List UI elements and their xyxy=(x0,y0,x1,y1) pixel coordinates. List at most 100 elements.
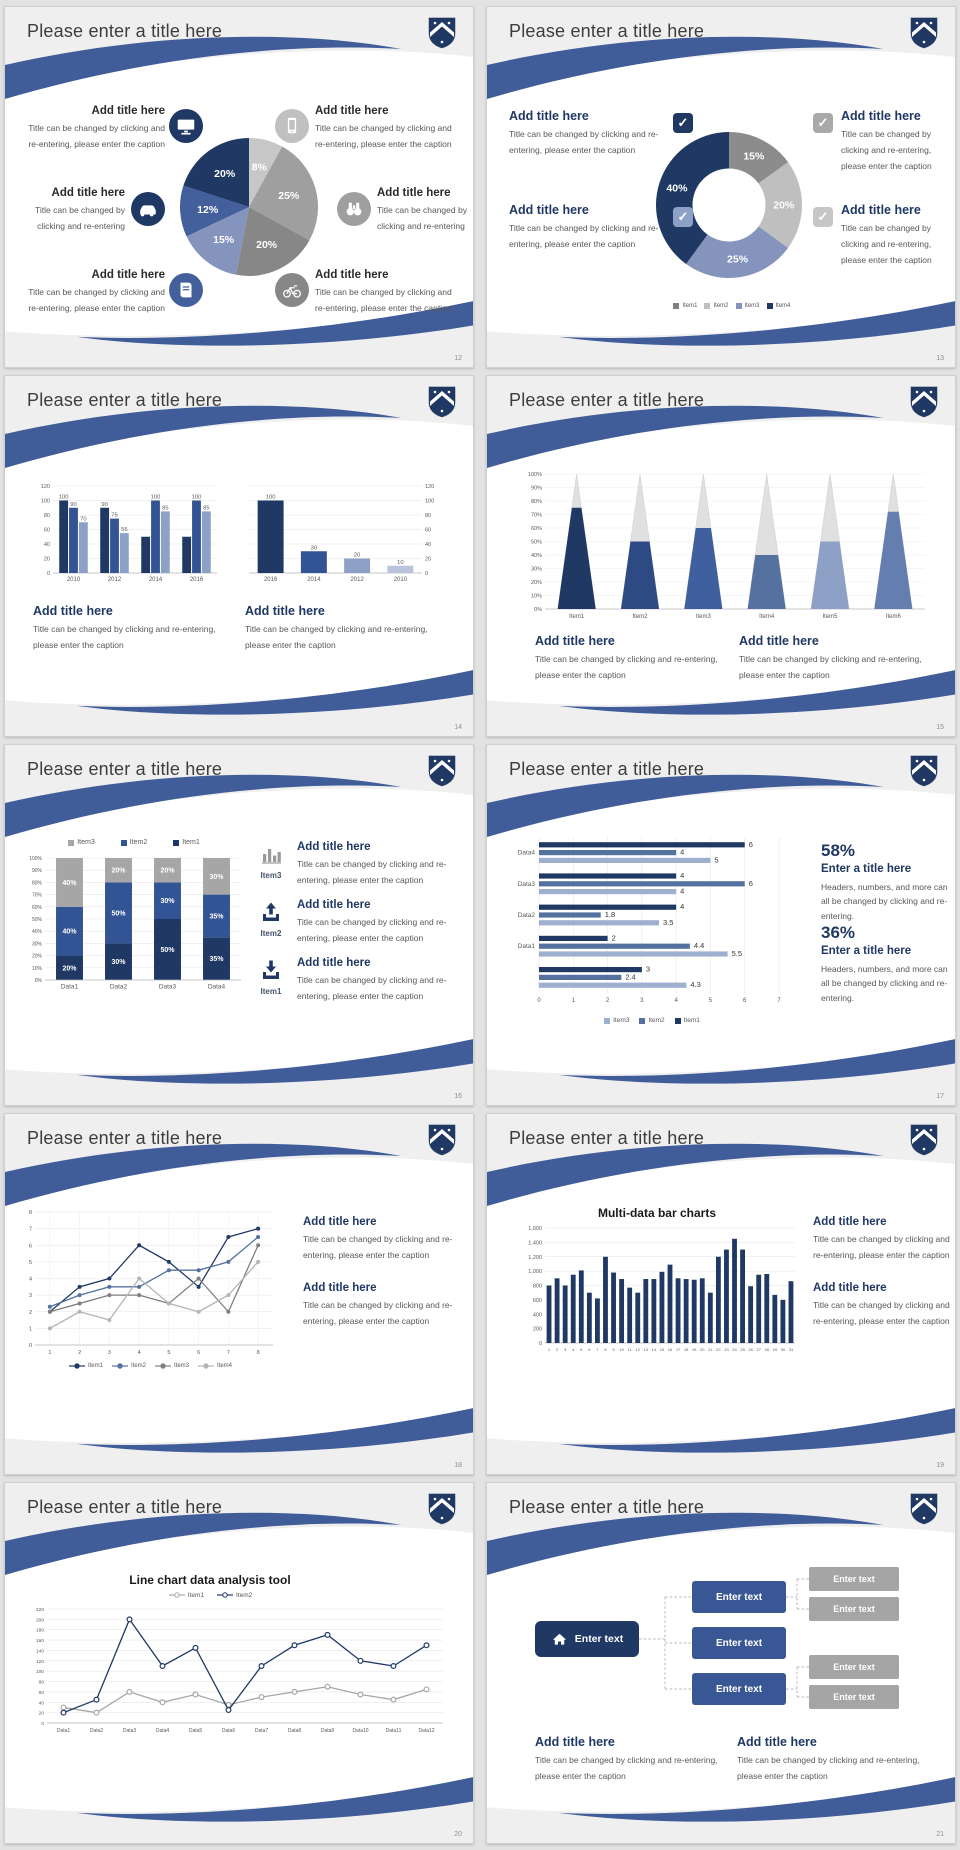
svg-text:20%: 20% xyxy=(531,580,542,586)
svg-text:50%: 50% xyxy=(32,917,43,923)
slide-19[interactable]: Please enter a title here Multi-data bar… xyxy=(486,1113,956,1475)
svg-text:50%: 50% xyxy=(160,947,175,954)
svg-text:5: 5 xyxy=(29,1260,32,1266)
slide-14[interactable]: Please enter a title here 0 20 40 60 80 100 12… xyxy=(4,375,474,737)
svg-text:1.8: 1.8 xyxy=(605,910,615,919)
diagram-box-label: Enter text xyxy=(715,1591,763,1603)
svg-text:Data8: Data8 xyxy=(288,1728,302,1734)
diagram-connectors xyxy=(639,1578,809,1698)
svg-text:13: 13 xyxy=(644,1347,649,1352)
university-crest-logo xyxy=(909,754,939,788)
diagram-leaf-box: Enter text xyxy=(809,1655,899,1679)
diagram-box-label: Enter text xyxy=(715,1637,763,1649)
bar-chart-icon: Item3 xyxy=(251,843,291,880)
svg-text:200: 200 xyxy=(36,1617,44,1623)
svg-text:1: 1 xyxy=(29,1326,32,1332)
svg-text:7: 7 xyxy=(227,1350,230,1356)
svg-text:400: 400 xyxy=(533,1312,542,1318)
checkbox-checked-icon: ✓ xyxy=(673,207,693,227)
svg-text:Item6: Item6 xyxy=(886,614,902,620)
text-block: Add title here Title can be changed by c… xyxy=(813,1216,951,1263)
svg-text:30: 30 xyxy=(311,545,317,551)
slide-title: Please enter a title here xyxy=(509,390,705,410)
svg-text:120: 120 xyxy=(36,1659,44,1665)
page-number: 18 xyxy=(454,1462,462,1469)
university-crest-logo xyxy=(909,1492,939,1526)
slide-20[interactable]: Please enter a title here Line chart dat… xyxy=(4,1482,474,1844)
block-heading: Add title here xyxy=(245,604,325,618)
pie-chart: 8% 25% 20% 15% 12% 20% xyxy=(179,137,319,277)
svg-text:10: 10 xyxy=(619,1347,624,1352)
svg-text:Data4: Data4 xyxy=(208,984,226,991)
svg-text:5.5: 5.5 xyxy=(732,949,742,958)
svg-text:100: 100 xyxy=(151,495,161,501)
bottom-swoosh-decoration xyxy=(487,1777,955,1843)
diagram-child-box: Enter text xyxy=(692,1627,786,1659)
block-caption: Title can be changed by clicking and re-… xyxy=(535,654,718,681)
svg-text:90: 90 xyxy=(70,502,76,508)
bicycle-icon xyxy=(275,273,309,307)
svg-text:8: 8 xyxy=(257,1350,260,1356)
page-number: 16 xyxy=(454,1093,462,1100)
stat-percent: 58% xyxy=(821,841,856,860)
svg-text:25: 25 xyxy=(740,1347,745,1352)
diagram-box-label: Enter text xyxy=(574,1633,624,1645)
svg-text:120: 120 xyxy=(41,484,50,490)
svg-text:4.4: 4.4 xyxy=(694,941,704,950)
slide-21[interactable]: Please enter a title here Enter text Ent… xyxy=(486,1482,956,1844)
cone-chart: 0% 10% 20% 30% 40% 50% 60% 70% 80% 90% 100% Item1 It… xyxy=(515,470,933,622)
text-block: Add title here Title can be changed by c… xyxy=(23,105,165,152)
university-crest-logo xyxy=(427,1492,457,1526)
svg-text:4: 4 xyxy=(674,998,678,1004)
slide-16[interactable]: Please enter a title here Item3 Item2 Item… xyxy=(4,744,474,1106)
svg-text:3: 3 xyxy=(646,965,650,974)
text-block: Add title here Title can be changed by c… xyxy=(841,109,951,174)
svg-text:0: 0 xyxy=(425,571,428,577)
svg-text:1,000: 1,000 xyxy=(528,1269,542,1275)
slide-title: Please enter a title here xyxy=(509,1497,705,1517)
svg-text:Data2: Data2 xyxy=(518,912,536,919)
svg-text:120: 120 xyxy=(425,484,434,490)
svg-text:5: 5 xyxy=(709,998,713,1004)
upload-icon: Item2 xyxy=(251,901,291,938)
block-caption: Title can be changed by clicking and re-… xyxy=(813,1300,950,1327)
chart-legend: Item1 Item2 xyxy=(60,1591,360,1599)
chart-legend: Item3 Item2 Item1 xyxy=(547,1017,757,1024)
top-swoosh-decoration xyxy=(5,1114,473,1206)
svg-text:90: 90 xyxy=(101,502,107,508)
svg-text:70: 70 xyxy=(80,516,86,522)
slide-18[interactable]: Please enter a title here 0 1 2 3 4 5 6 7 8 1 2 3 4 5… xyxy=(4,1113,474,1475)
text-block: Add title here Title can be changed by c… xyxy=(245,604,440,653)
block-heading: Add title here xyxy=(813,1216,887,1228)
slide-13[interactable]: Please enter a title here 15% 20% 25% 40% A… xyxy=(486,6,956,368)
text-block: Add title here Title can be changed by c… xyxy=(297,957,469,1004)
slide-17[interactable]: Please enter a title here 0 1 2 3 4 5 6 7 6 4 5 Dat… xyxy=(486,744,956,1106)
text-block: Add title here Title can be changed by c… xyxy=(315,105,463,152)
block-caption: Title can be changed by clicking and re-… xyxy=(739,654,922,681)
block-heading: Add title here xyxy=(841,203,921,217)
svg-text:55: 55 xyxy=(121,527,127,533)
top-swoosh-decoration xyxy=(5,1483,473,1575)
slide-title: Please enter a title here xyxy=(27,21,223,41)
block-caption: Title can be changed by clicking and re-… xyxy=(33,624,216,651)
slide-12[interactable]: Please enter a title here 8% 25% 20% 15% 12%… xyxy=(4,6,474,368)
svg-text:23: 23 xyxy=(724,1347,729,1352)
stat-percent: 36% xyxy=(821,923,856,942)
svg-text:140: 140 xyxy=(36,1648,44,1654)
svg-text:180: 180 xyxy=(36,1628,44,1634)
svg-text:11: 11 xyxy=(628,1347,633,1352)
svg-text:4: 4 xyxy=(138,1350,141,1356)
svg-text:80%: 80% xyxy=(32,880,43,886)
svg-text:2: 2 xyxy=(556,1347,559,1352)
svg-text:20%: 20% xyxy=(62,965,77,972)
svg-text:8: 8 xyxy=(604,1347,607,1352)
car-icon xyxy=(131,192,165,226)
svg-text:Data4: Data4 xyxy=(518,850,536,857)
bottom-swoosh-decoration xyxy=(5,670,473,736)
svg-text:4: 4 xyxy=(680,871,684,880)
svg-text:7: 7 xyxy=(777,998,781,1004)
slide-15[interactable]: Please enter a title here 0% 10% 20% 30% 40%… xyxy=(486,375,956,737)
svg-text:29: 29 xyxy=(773,1347,778,1352)
svg-text:80: 80 xyxy=(44,513,50,519)
svg-text:Data2: Data2 xyxy=(110,984,128,991)
